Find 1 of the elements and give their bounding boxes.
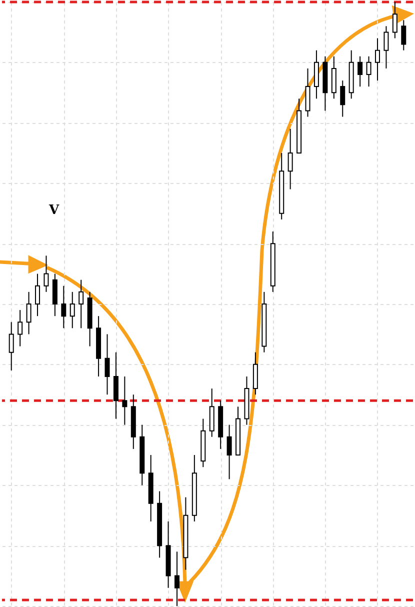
annotation: V bbox=[48, 203, 60, 218]
